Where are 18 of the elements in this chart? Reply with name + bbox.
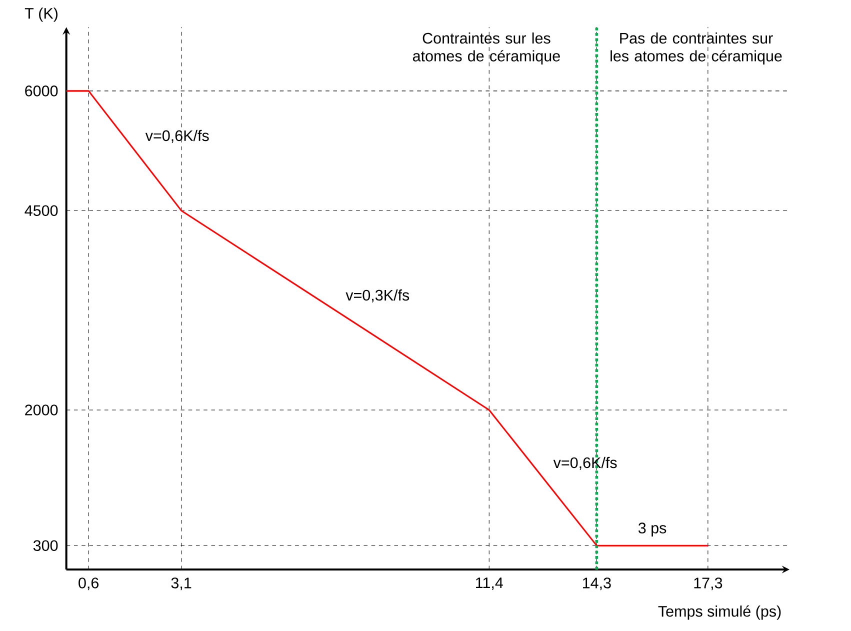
y-tick-label: 4500 — [24, 205, 58, 216]
x-axis-title: Temps simulé (ps) — [658, 605, 781, 620]
x-tick-label: 14,3 — [582, 578, 611, 590]
y-tick-label: 300 — [33, 540, 58, 551]
x-tick-label: 0,6 — [78, 578, 99, 590]
annotation: v=0,6K/fs — [553, 456, 617, 470]
x-tick-label: 3,1 — [171, 578, 192, 590]
line-series — [66, 90, 709, 546]
x-tick-label: 11,4 — [476, 578, 503, 590]
y-tick-label: 6000 — [25, 86, 58, 96]
x-tick-label: 17,3 — [694, 578, 722, 590]
annotation: Pas de contraintes sur les atomes de céramique — [610, 32, 782, 64]
annotation: v=0,6K/fs — [145, 130, 209, 143]
annotation: Contraintes sur les atomes de céramique — [412, 32, 560, 64]
y-axis-title: T (K) — [24, 8, 58, 22]
annotation: 3 ps — [638, 522, 666, 536]
y-tick-label: 2000 — [25, 404, 58, 416]
annotation: v=0,3K/fs — [346, 289, 410, 302]
